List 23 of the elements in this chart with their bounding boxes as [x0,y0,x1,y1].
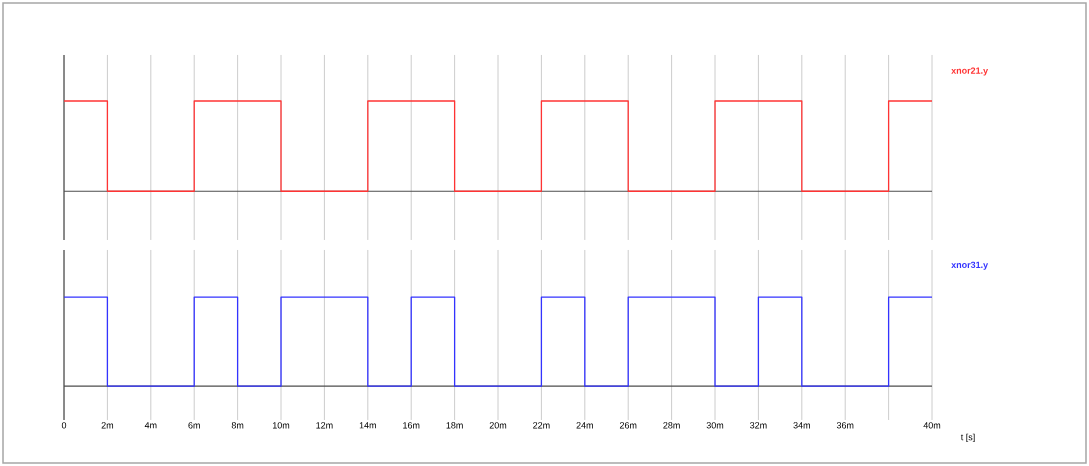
x-tick-label: 8m [231,422,244,429]
text: xnor31.y [951,261,989,270]
x-tick-label: 34m [793,422,810,429]
x-tick-label: 26m [619,422,637,429]
x-tick-label: 4m [144,422,157,429]
x-tick-label: 28m [663,422,680,429]
x-tick-label: 14m [359,422,376,429]
x-tick-label: 22m [533,422,550,429]
x-tick-label: 20m [489,422,507,429]
x-tick-label: 10m [272,422,290,429]
x-tick-label: 6m [188,422,200,429]
x-tick-label: 36m [836,422,854,429]
x-tick-label: 2m [101,422,114,429]
x-axis-title: t [s] [960,433,975,443]
x-tick-label: 18m [446,422,463,429]
x-tick-label: 32m [750,422,767,429]
x-tick-label: 40m [923,422,941,429]
text: xnor21.y [951,67,989,76]
x-tick-label: 30m [706,422,724,429]
x-tick-label: 16m [403,422,420,429]
x-tick-label: 12m [316,422,333,429]
x-tick-label: 0 [61,422,67,429]
x-tick-label: 24m [576,422,593,429]
